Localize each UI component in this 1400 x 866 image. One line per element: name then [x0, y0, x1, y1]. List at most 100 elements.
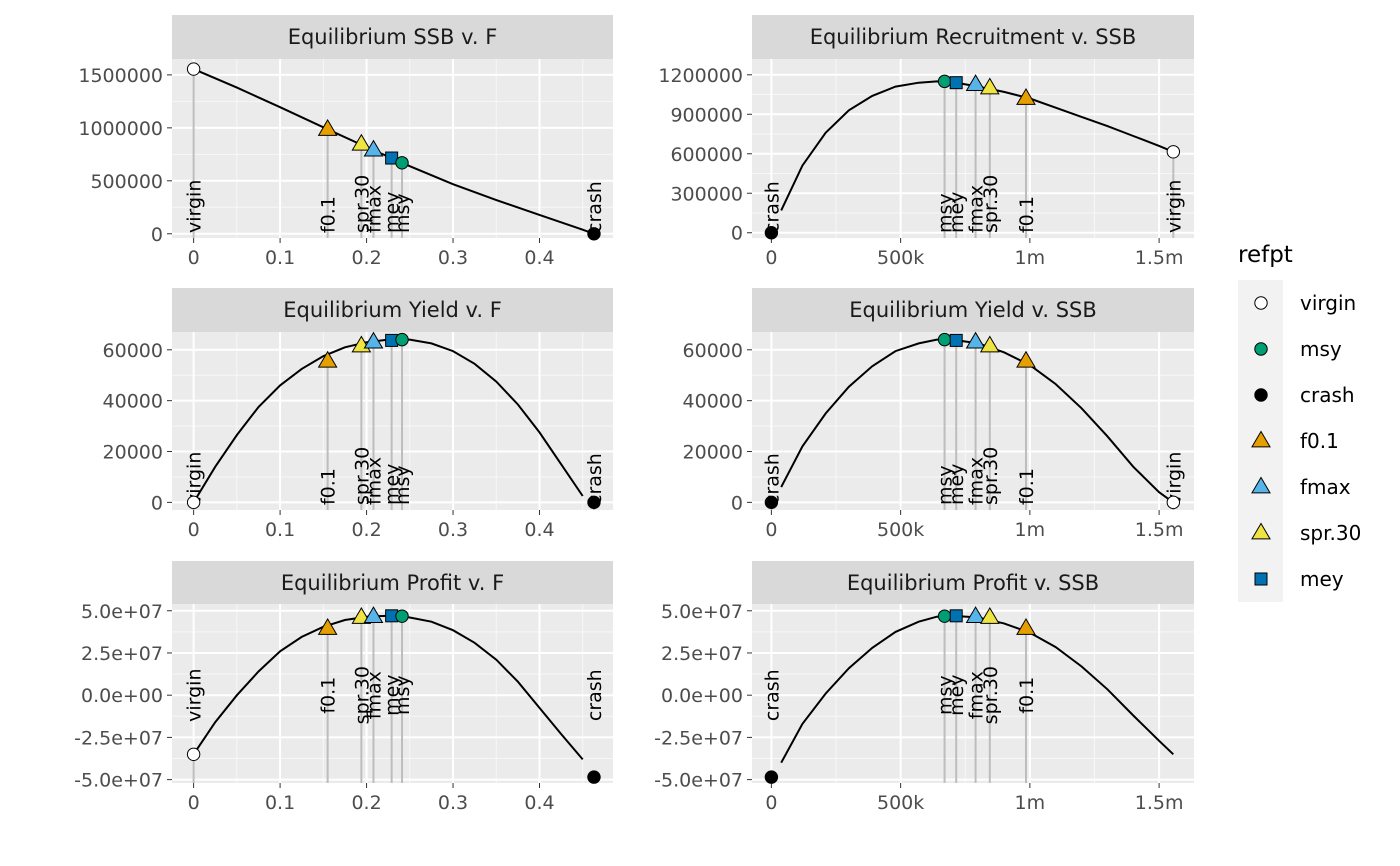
refpt-marker-msy	[395, 609, 409, 623]
refpt-label-crash: crash	[584, 453, 606, 505]
plot-background	[752, 332, 1194, 510]
y-tick-label: 1500000	[78, 65, 163, 87]
refpt-marker-fmax	[965, 606, 986, 624]
refpt-label-msy: msy	[935, 193, 957, 233]
refpt-marker-msy	[937, 609, 952, 623]
refpt-marker-crash	[764, 226, 779, 240]
refpt-label-fmax: fmax	[966, 671, 988, 719]
refpt-label-msy: msy	[935, 465, 957, 505]
x-tick-label: 0.1	[265, 247, 295, 269]
legend-key-msy	[1254, 342, 1268, 356]
refpt-label-crash: crash	[584, 181, 606, 233]
refpt-marker-fmax	[965, 74, 986, 92]
refpt-label-spr.30: spr.30	[980, 666, 1002, 724]
refpt-marker-f0.1	[317, 118, 338, 136]
x-tick-label: 0.3	[438, 247, 468, 269]
refpt-marker-virgin	[1166, 145, 1181, 159]
legend-label-virgin: virgin	[1300, 291, 1356, 315]
y-tick-label: 40000	[683, 391, 743, 413]
x-tick-label: 0	[765, 247, 777, 269]
x-tick-label: 500k	[877, 247, 924, 269]
refpt-label-mey: mey	[382, 464, 404, 505]
refpt-label-fmax: fmax	[966, 185, 988, 233]
refpt-marker-crash	[587, 227, 601, 241]
y-tick-label: 0.0e+00	[81, 685, 163, 707]
y-tick-label: 900000	[670, 104, 743, 126]
refpt-label-mey: mey	[946, 674, 968, 715]
refpt-label-msy: msy	[392, 675, 414, 715]
x-tick-label: 0.1	[265, 792, 295, 814]
refpt-marker-spr.30	[979, 77, 1000, 95]
y-tick-label: -5.0e+07	[654, 770, 743, 792]
x-tick-label: 0.4	[524, 519, 554, 541]
panel-title: Equilibrium SSB v. F	[288, 25, 498, 49]
y-tick-label: 500000	[90, 171, 163, 193]
refpt-label-spr.30: spr.30	[980, 175, 1002, 233]
y-tick-label: 20000	[683, 442, 743, 464]
refpt-label-msy: msy	[935, 675, 957, 715]
panel-title: Equilibrium Yield v. SSB	[849, 298, 1097, 322]
refpt-label-crash: crash	[761, 669, 783, 721]
refpt-marker-msy	[395, 156, 409, 170]
refpt-label-mey: mey	[382, 192, 404, 233]
legend-label-fmax: fmax	[1300, 475, 1351, 499]
refpt-label-crash: crash	[761, 181, 783, 233]
refpt-marker-spr.30	[351, 133, 372, 151]
refpt-label-spr.30: spr.30	[351, 175, 373, 233]
refpt-label-crash: crash	[584, 669, 606, 721]
refpt-marker-fmax	[965, 331, 986, 349]
x-tick-label: 0.2	[351, 519, 381, 541]
legend-key-crash	[1254, 388, 1268, 402]
refpt-marker-virgin	[186, 62, 201, 76]
equilibrium-curve	[780, 80, 1174, 211]
y-tick-label: 5.0e+07	[81, 601, 163, 623]
refpt-marker-msy	[937, 332, 952, 347]
y-tick-label: 300000	[670, 183, 743, 205]
refpt-label-f0.1: f0.1	[1016, 196, 1038, 233]
x-tick-label: 0.3	[438, 792, 468, 814]
refpt-marker-virgin	[186, 747, 201, 761]
legend-label-crash: crash	[1300, 383, 1355, 407]
y-tick-label: 2.5e+07	[661, 643, 743, 665]
y-tick-label: -2.5e+07	[654, 727, 743, 749]
refpt-label-virgin: virgin	[1163, 180, 1185, 233]
equilibrium-curve	[780, 338, 1174, 504]
x-tick-label: 1m	[1015, 247, 1046, 269]
refpt-marker-spr.30	[979, 335, 1000, 353]
y-tick-label: 0	[151, 492, 163, 514]
refpt-marker-spr.30	[979, 607, 1000, 624]
refpt-label-f0.1: f0.1	[1016, 677, 1038, 714]
refpt-marker-mey	[949, 76, 963, 90]
legend-label-msy: msy	[1300, 337, 1342, 361]
refpt-label-msy: msy	[392, 465, 414, 505]
y-tick-label: 60000	[683, 340, 743, 362]
legend: refpt virgin msy crash f0.1 fmax spr.30 mey	[1238, 242, 1361, 602]
refpt-label-f0.1: f0.1	[318, 677, 340, 714]
refpt-marker-virgin	[186, 495, 201, 510]
x-tick-label: 0.1	[265, 519, 295, 541]
refpt-marker-crash	[764, 770, 779, 784]
panel-title: Equilibrium Profit v. F	[281, 571, 504, 595]
x-tick-label: 1m	[1015, 792, 1046, 814]
x-tick-label: 1.5m	[1135, 792, 1184, 814]
panel-title: Equilibrium Recruitment v. SSB	[810, 25, 1137, 49]
panel-strip	[752, 15, 1194, 59]
refpt-label-mey: mey	[382, 674, 404, 715]
refpt-label-virgin: virgin	[184, 180, 206, 233]
legend-key-mey	[1254, 572, 1268, 586]
refpt-marker-f0.1	[1016, 350, 1036, 368]
y-tick-label: 5.0e+07	[661, 601, 743, 623]
refpt-label-msy: msy	[392, 193, 414, 233]
x-tick-label: 0.3	[438, 519, 468, 541]
refpt-label-f0.1: f0.1	[318, 196, 340, 233]
refpt-marker-crash	[764, 495, 779, 510]
refpt-label-crash: crash	[761, 453, 783, 505]
y-tick-label: 60000	[103, 340, 163, 362]
equilibrium-curve	[780, 614, 1174, 764]
refpt-marker-virgin	[1166, 495, 1181, 510]
